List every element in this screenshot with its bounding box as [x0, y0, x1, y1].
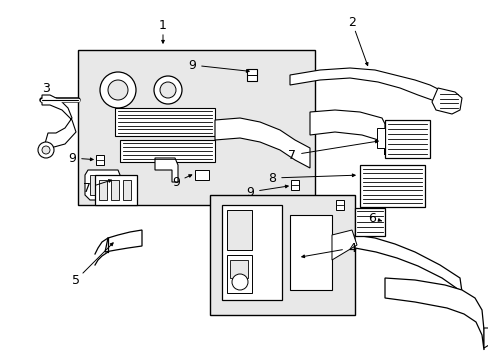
- Bar: [226, 255, 251, 293]
- Text: 5: 5: [72, 274, 80, 287]
- Text: 3: 3: [42, 81, 50, 95]
- Polygon shape: [85, 170, 120, 200]
- Bar: [222, 205, 282, 300]
- Polygon shape: [431, 88, 461, 114]
- Bar: [229, 260, 247, 278]
- Polygon shape: [376, 128, 384, 148]
- Text: 9: 9: [245, 185, 253, 198]
- Text: 8: 8: [267, 171, 275, 185]
- Polygon shape: [354, 235, 461, 292]
- Circle shape: [231, 274, 247, 290]
- Polygon shape: [215, 118, 309, 168]
- Bar: [289, 215, 331, 290]
- Text: 1: 1: [159, 18, 166, 32]
- Circle shape: [42, 146, 50, 154]
- Bar: [96, 155, 104, 165]
- Bar: [95, 175, 137, 205]
- Circle shape: [160, 82, 176, 98]
- Text: 2: 2: [347, 15, 355, 28]
- Circle shape: [100, 72, 136, 108]
- Text: 4: 4: [347, 242, 355, 255]
- Bar: [123, 180, 131, 200]
- Text: 9: 9: [68, 152, 76, 165]
- Bar: [99, 180, 107, 200]
- Bar: [115, 108, 215, 136]
- Text: 7: 7: [83, 181, 91, 194]
- Text: 9: 9: [188, 59, 196, 72]
- Polygon shape: [331, 230, 356, 260]
- Bar: [290, 180, 298, 190]
- Polygon shape: [42, 95, 76, 147]
- Bar: [226, 210, 251, 250]
- Bar: [90, 175, 114, 195]
- Bar: [120, 140, 215, 162]
- Bar: [359, 165, 424, 207]
- Circle shape: [38, 142, 54, 158]
- Polygon shape: [384, 278, 483, 350]
- Bar: [78, 50, 314, 205]
- Polygon shape: [289, 68, 439, 104]
- Text: 9: 9: [172, 176, 180, 189]
- Polygon shape: [105, 230, 142, 252]
- Bar: [209, 195, 354, 315]
- Bar: [335, 200, 343, 210]
- Bar: [384, 120, 429, 158]
- Bar: [354, 208, 384, 236]
- Polygon shape: [309, 110, 384, 155]
- Bar: [246, 69, 257, 81]
- Bar: [111, 180, 119, 200]
- Bar: [195, 170, 208, 180]
- Circle shape: [108, 80, 128, 100]
- Polygon shape: [483, 328, 488, 348]
- Polygon shape: [155, 158, 178, 182]
- Text: 7: 7: [287, 149, 295, 162]
- Text: 6: 6: [367, 212, 375, 225]
- Circle shape: [154, 76, 182, 104]
